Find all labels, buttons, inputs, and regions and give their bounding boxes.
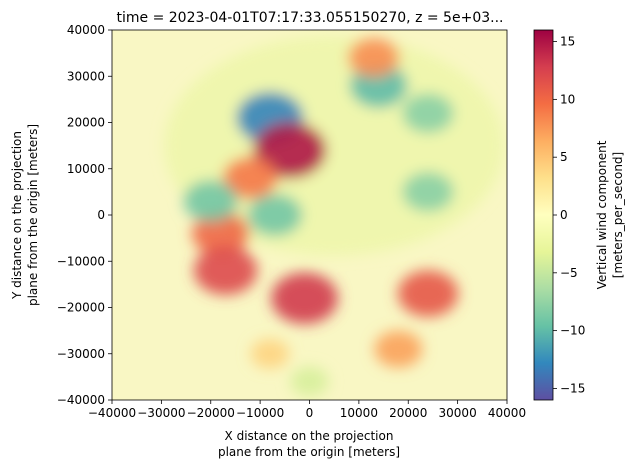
colorbar-axis: −15 −10 −5 0 5 10 15 [553,35,585,395]
y-axis-label-line1: Y distance on the projection [10,131,24,300]
chart-title: time = 2023-04-01T07:17:33.055150270, z … [117,10,504,26]
plot-area [112,30,507,400]
colorbar-tick-label: −10 [560,324,585,338]
field-feature-3 [253,122,327,179]
x-tick-label: 30000 [439,406,477,420]
y-tick-label: 30000 [67,69,105,83]
x-tick-label: −40000 [88,406,136,420]
x-tick-label: −20000 [187,406,235,420]
x-tick-label: 10000 [340,406,378,420]
field-feature-2 [402,93,454,133]
colorbar-tick-label: 0 [560,208,568,222]
x-axis: −40000 −30000 −20000 −10000 0 10000 20000 30000… [88,400,526,420]
field-feature-10 [374,330,423,368]
field-feature-6 [192,211,250,256]
y-tick-label: 40000 [67,23,105,37]
field-feature-11 [250,338,290,369]
field-feature-8 [271,272,338,324]
x-tick-label: 20000 [389,406,427,420]
y-tick-label: 20000 [67,116,105,130]
x-axis-label-line2: plane from the origin [meters] [218,445,400,459]
colorbar-tick-label: 15 [560,35,575,49]
y-tick-label: −20000 [57,301,105,315]
colorbar [533,29,554,401]
y-axis: −40000 −30000 −20000 −10000 0 10000 20000 30000… [57,23,112,407]
field-feature-14 [402,172,454,212]
y-tick-label: 10000 [67,162,105,176]
field-feature-5 [348,38,400,78]
y-axis-label-line2: plane from the origin [meters] [26,124,40,306]
field-feature-12 [183,180,238,222]
colorbar-tick-label: 5 [560,150,568,164]
x-tick-label: −10000 [236,406,284,420]
colorbar-tick-label: 10 [560,92,575,106]
x-axis-label-line1: X distance on the projection [225,429,394,443]
y-tick-label: 0 [97,208,105,222]
colorbar-label-line1: Vertical wind component [595,140,609,289]
x-tick-label: 0 [306,406,314,420]
y-tick-label: −30000 [57,347,105,361]
colorbar-label-line2: [meters_per_second] [611,152,625,278]
field-feature-13 [247,194,302,236]
colorbar-tick-label: −5 [560,266,578,280]
field-feature-9 [397,270,459,317]
x-tick-label: −30000 [137,406,185,420]
field-feature-4 [223,157,278,199]
y-tick-label: −40000 [57,393,105,407]
colorbar-tick-label: −15 [560,381,585,395]
x-tick-label: 40000 [488,406,526,420]
y-tick-label: −10000 [57,254,105,268]
heatmap-field [164,35,505,397]
field-feature-7 [193,246,258,295]
field-feature-15 [290,366,329,397]
